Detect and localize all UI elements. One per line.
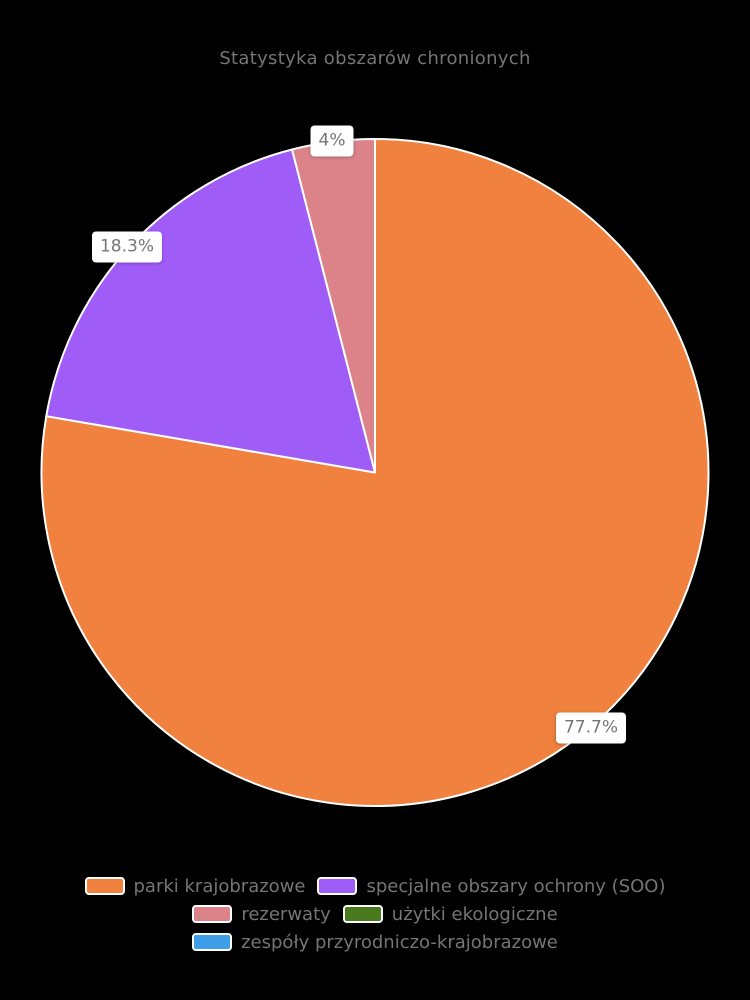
legend-swatch-icon (342, 905, 383, 923)
legend-item-label: użytki ekologiczne (391, 903, 558, 925)
legend-item-label: specjalne obszary ochrony (SOO) (366, 875, 666, 897)
slice-percent-label-soo: 18.3% (91, 231, 163, 263)
legend-row-2: rezerwaty użytki ekologiczne (186, 900, 563, 928)
legend-row-1: parki krajobrazowe specjalne obszary ochr… (79, 872, 672, 900)
legend-item-3[interactable]: rezerwaty (192, 903, 331, 925)
legend-item-label: zespóły przyrodniczo-krajobrazowe (241, 931, 558, 953)
legend-swatch-icon (84, 877, 125, 895)
legend-swatch-icon (192, 933, 233, 951)
legend-swatch-icon (317, 877, 358, 895)
legend-item-1[interactable]: parki krajobrazowe (84, 875, 306, 897)
legend-item-label: parki krajobrazowe (133, 875, 306, 897)
legend-row-3: zespóły przyrodniczo-krajobrazowe (186, 928, 564, 956)
chart-legend: parki krajobrazowe specjalne obszary ochr… (0, 872, 750, 956)
legend-item-label: rezerwaty (241, 903, 331, 925)
legend-item-4[interactable]: użytki ekologiczne (342, 903, 558, 925)
legend-swatch-icon (192, 905, 233, 923)
slice-percent-label-rezerwaty: 4% (310, 125, 354, 157)
legend-item-5[interactable]: zespóły przyrodniczo-krajobrazowe (192, 932, 558, 953)
chart-title: Statystyka obszarów chronionych (219, 48, 531, 69)
legend-item-2[interactable]: specjalne obszary ochrony (SOO) (317, 875, 666, 897)
slice-percent-label-parki-krajobrazowe: 77.7% (555, 712, 627, 744)
